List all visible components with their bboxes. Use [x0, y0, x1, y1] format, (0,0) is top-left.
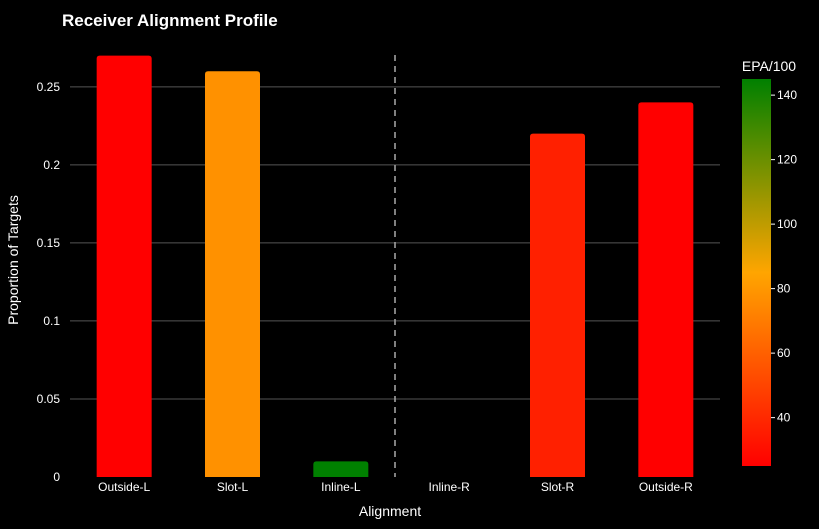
- x-tick-label: Slot-L: [217, 480, 249, 494]
- bar-outside-r: [638, 102, 694, 477]
- y-tick-label: 0: [53, 470, 60, 484]
- colorbar: EPA/100 40 60 80 100 120 140: [742, 58, 797, 466]
- x-tick-label: Inline-R: [428, 480, 470, 494]
- y-tick-label: 0.05: [37, 392, 61, 406]
- bar-slot-r: [530, 133, 585, 477]
- x-tick-label: Slot-R: [541, 480, 575, 494]
- bar-slot-l: [205, 71, 260, 477]
- colorbar-tick-label: 80: [777, 282, 791, 296]
- y-tick-label: 0.2: [43, 158, 60, 172]
- bars: [96, 55, 694, 477]
- y-tick-label: 0.15: [37, 236, 61, 250]
- bar-outside-l: [96, 55, 152, 477]
- x-tick-label: Inline-L: [321, 480, 361, 494]
- colorbar-tick-label: 100: [777, 217, 797, 231]
- y-axis-ticks: 0 0.05 0.1 0.15 0.2 0.25: [37, 80, 61, 484]
- y-axis-label: Proportion of Targets: [5, 195, 21, 325]
- colorbar-gradient: [742, 79, 771, 466]
- colorbar-tick-label: 60: [777, 346, 791, 360]
- colorbar-tick-label: 40: [777, 411, 791, 425]
- x-axis-label: Alignment: [359, 503, 421, 519]
- bar-inline-l: [313, 461, 369, 477]
- chart-title: Receiver Alignment Profile: [62, 11, 278, 30]
- colorbar-tick-label: 120: [777, 153, 797, 167]
- y-tick-label: 0.1: [43, 314, 60, 328]
- y-tick-label: 0.25: [37, 80, 61, 94]
- colorbar-tick-label: 140: [777, 88, 797, 102]
- colorbar-title: EPA/100: [742, 58, 796, 74]
- colorbar-ticks: 40 60 80 100 120 140: [771, 88, 797, 425]
- x-tick-label: Outside-L: [98, 480, 150, 494]
- x-tick-label: Outside-R: [639, 480, 693, 494]
- x-axis-ticks: Outside-L Slot-L Inline-L Inline-R Slot-R Out…: [98, 480, 693, 494]
